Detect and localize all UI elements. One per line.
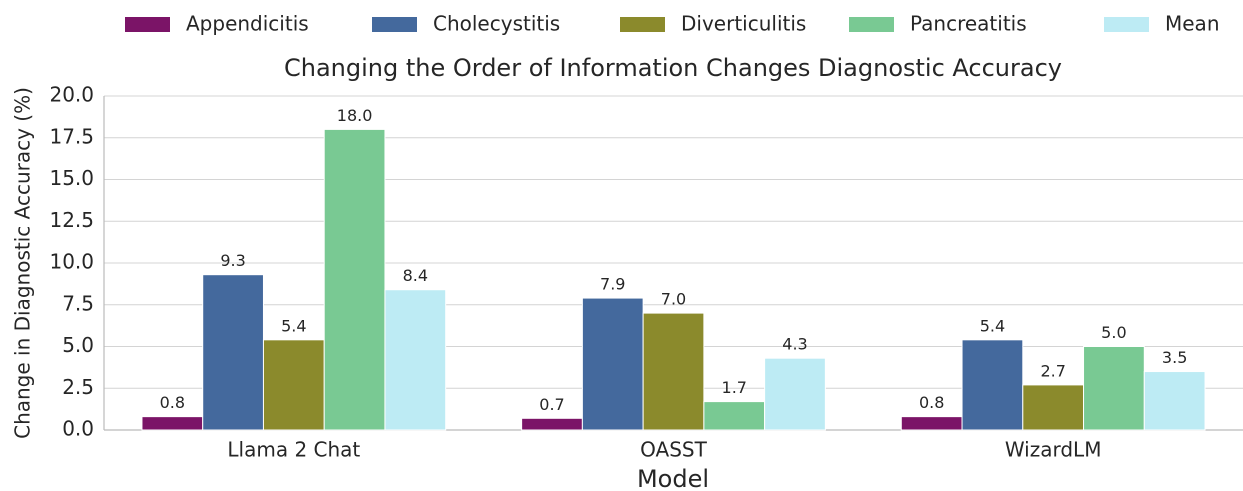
bar <box>1143 371 1206 431</box>
bar <box>521 417 583 431</box>
y-tick-label: 10.0 <box>49 250 94 274</box>
bar <box>262 339 325 431</box>
bar <box>202 274 264 431</box>
value-label: 2.7 <box>1040 361 1065 380</box>
value-label: 5.0 <box>1101 323 1126 342</box>
legend-label: Pancreatitis <box>910 12 1027 36</box>
value-label: 7.0 <box>661 290 686 309</box>
chart-title: Changing the Order of Information Change… <box>284 54 1062 82</box>
value-label: 1.7 <box>722 378 747 397</box>
value-label: 18.0 <box>337 106 373 125</box>
legend-label: Cholecystitis <box>433 12 560 36</box>
x-tick-label: OASST <box>640 438 707 462</box>
legend-swatch <box>620 17 665 32</box>
bar <box>581 297 644 431</box>
y-tick-label: 17.5 <box>49 124 94 148</box>
bar <box>141 416 204 431</box>
y-tick-label: 0.0 <box>62 417 94 441</box>
value-label: 5.4 <box>281 316 306 335</box>
y-axis-label: Change in Diagnostic Accuracy (%) <box>11 87 35 439</box>
legend-swatch <box>849 17 894 32</box>
value-label: 0.7 <box>539 395 564 414</box>
legend-swatch <box>1104 17 1149 32</box>
y-tick-label: 20.0 <box>49 83 94 107</box>
legend-swatch <box>125 17 170 32</box>
value-label: 3.5 <box>1162 348 1187 367</box>
value-label: 5.4 <box>980 316 1005 335</box>
value-label: 8.4 <box>403 266 428 285</box>
bar <box>1083 346 1145 431</box>
legend-swatch <box>372 17 417 32</box>
legend-label: Mean <box>1165 12 1220 36</box>
value-label: 4.3 <box>782 335 807 354</box>
bar <box>703 401 766 431</box>
y-tick-label: 12.5 <box>49 208 94 232</box>
bar <box>900 416 963 431</box>
y-tick-label: 5.0 <box>62 333 94 357</box>
value-label: 9.3 <box>220 251 245 270</box>
y-tick-label: 7.5 <box>62 291 94 315</box>
legend-label: Appendicitis <box>186 12 309 36</box>
bar <box>764 357 826 431</box>
value-label: 0.8 <box>919 393 944 412</box>
bar <box>961 339 1024 431</box>
bar <box>384 289 447 431</box>
x-tick-label: WizardLM <box>1005 438 1102 462</box>
x-axis-label: Model <box>637 465 709 491</box>
value-label: 7.9 <box>600 275 625 294</box>
y-tick-label: 2.5 <box>62 375 94 399</box>
y-tick-label: 15.0 <box>49 166 94 190</box>
bar <box>642 312 705 431</box>
value-label: 0.8 <box>160 393 185 412</box>
bar <box>323 128 386 431</box>
bar <box>1022 384 1085 431</box>
x-tick-label: Llama 2 Chat <box>227 438 360 462</box>
legend-label: Diverticulitis <box>681 12 806 36</box>
